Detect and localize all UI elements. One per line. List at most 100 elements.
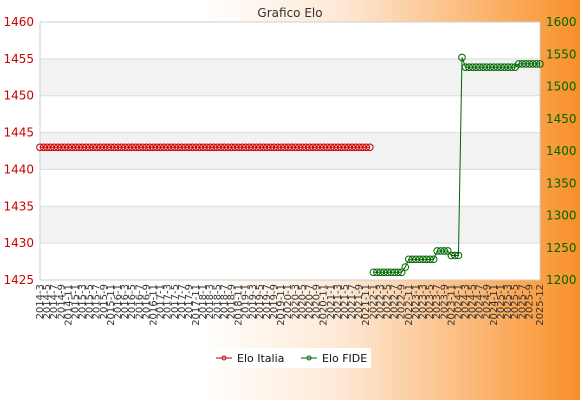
plot-band [40,58,540,96]
x-tick-label: 2019-5 [255,284,266,319]
x-tick-label: 2025-12 [535,284,546,326]
x-tick-label: 2020-3 [290,284,301,319]
x-tick-label: 2023-7 [432,284,443,319]
y-right-tick-label: 1300 [546,209,577,223]
x-tick-label: 2019-1 [241,284,252,319]
x-tick-label: 2015-11 [106,284,117,326]
x-tick-label: 2018-5 [212,284,223,319]
x-tick-label: 2017-1 [156,284,167,319]
x-tick-label: 2023-3 [418,284,429,319]
x-tick-label: 2017-3 [163,284,174,319]
y-left-tick-label: 1445 [3,126,34,140]
x-tick-label: 2024-5 [468,284,479,319]
x-tick-label: 2021-5 [340,284,351,319]
x-tick-label: 2016-1 [113,284,124,319]
x-tick-label: 2021-9 [354,284,365,319]
x-tick-label: 2017-5 [170,284,181,319]
y-right-tick-label: 1550 [546,47,577,61]
series-elo-fide [369,53,544,277]
data-point [429,255,438,264]
plot-band [40,132,540,170]
x-tick-label: 2019-11 [276,284,287,326]
y-right-tick-label: 1350 [546,176,577,190]
x-tick-label: 2018-9 [226,284,237,319]
x-tick-label: 2014-7 [49,284,60,319]
y-axis-right: 1200 1250 1300 1350 1400 1450 1500 1550 1600 [546,15,577,287]
legend-item: Elo FIDE [301,352,367,365]
data-point [397,268,406,277]
x-tick-label: 2022-1 [368,284,379,319]
x-tick-label: 2023-1 [411,284,422,319]
x-tick-label: 2021-1 [326,284,337,319]
y-left-tick-label: 1450 [3,89,34,103]
x-axis: 2014-32014-52014-72014-92014-112015-1201… [35,284,546,326]
data-point [362,143,371,152]
x-tick-label: 2018-7 [219,284,230,319]
x-tick-label: 2021-11 [361,284,372,326]
y-left-tick-label: 1425 [3,273,34,287]
x-tick-label: 2024-7 [475,284,486,319]
data-point [440,247,449,255]
y-left-tick-label: 1460 [3,15,34,29]
data-point [451,251,459,260]
y-left-tick-label: 1440 [3,162,34,176]
x-tick-label: 2025-7 [517,284,528,319]
data-point [401,263,410,271]
x-tick-label: 2022-9 [397,284,408,319]
data-point [365,143,374,152]
x-tick-label: 2025-9 [524,284,535,319]
legend-label: Elo Italia [237,352,284,365]
legend-swatch-marker [221,355,227,361]
x-tick-label: 2019-7 [262,284,273,319]
x-tick-label: 2024-1 [453,284,464,319]
y-right-tick-label: 1450 [546,112,577,126]
x-tick-label: 2025-3 [503,284,514,319]
x-tick-label: 2018-1 [198,284,209,319]
x-tick-label: 2024-3 [461,284,472,319]
x-tick-label: 2018-3 [205,284,216,319]
y-right-tick-label: 1600 [546,15,577,29]
x-tick-label: 2015-5 [85,284,96,319]
y-right-tick-label: 1500 [546,80,577,94]
legend-label: Elo FIDE [322,352,367,365]
legend-swatch-marker [306,355,312,361]
x-tick-label: 2020-11 [319,284,330,326]
plot-area [40,22,540,280]
x-tick-label: 2022-3 [375,284,386,319]
x-tick-label: 2016-7 [134,284,145,319]
data-point [532,60,541,68]
y-left-tick-label: 1455 [3,52,34,66]
data-point [394,268,402,277]
x-tick-label: 2023-11 [446,284,457,326]
x-tick-label: 2017-7 [177,284,188,319]
x-tick-label: 2015-7 [92,284,103,319]
data-point [536,60,544,68]
x-tick-label: 2025-1 [496,284,507,319]
x-tick-label: 2016-3 [120,284,131,319]
y-left-tick-label: 1430 [3,236,34,250]
y-right-tick-label: 1400 [546,144,577,158]
data-point [507,63,516,71]
data-point [426,255,434,264]
legend-item: Elo Italia [216,352,284,365]
x-tick-label: 2020-5 [297,284,308,319]
x-tick-label: 2014-5 [42,284,53,319]
legend: Elo Italia Elo FIDE [210,348,371,368]
x-tick-label: 2019-9 [269,284,280,319]
x-tick-label: 2015-1 [70,284,81,319]
chart-title: Grafico Elo [257,6,322,20]
x-tick-label: 2022-7 [390,284,401,319]
x-tick-label: 2017-9 [184,284,195,319]
x-tick-label: 2016-9 [141,284,152,319]
x-tick-label: 2023-5 [425,284,436,319]
data-point [458,53,466,62]
y-right-tick-label: 1200 [546,273,577,287]
x-tick-label: 2017-11 [191,284,202,326]
legend-box [210,348,371,368]
x-tick-label: 2015-9 [99,284,110,319]
x-tick-label: 2016-11 [148,284,159,326]
x-tick-label: 2019-3 [248,284,259,319]
x-tick-label: 2020-7 [305,284,316,319]
x-tick-label: 2014-3 [35,284,46,319]
x-tick-label: 2022-11 [404,284,415,326]
